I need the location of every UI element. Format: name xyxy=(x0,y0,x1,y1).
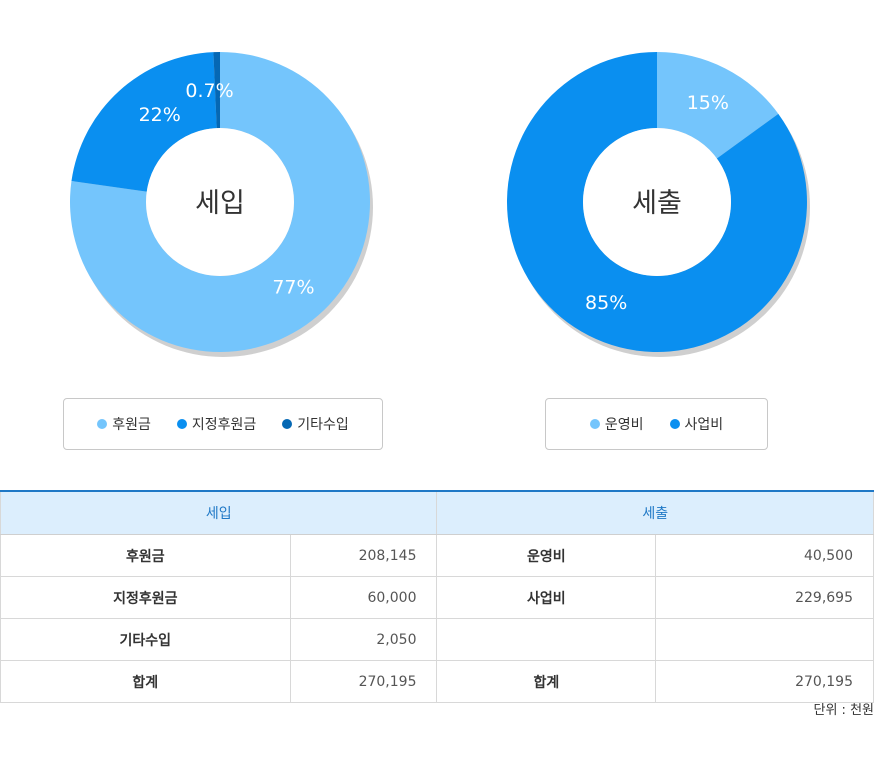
expense-total-value: 270,195 xyxy=(655,660,874,703)
expense-value: 40,500 xyxy=(655,534,874,577)
donut-slice xyxy=(657,52,779,159)
donut-hole xyxy=(146,128,294,276)
legend-item-designated-donation: 지정후원금 xyxy=(176,414,257,434)
donut-slice xyxy=(70,52,370,353)
budget-table: 세입 세출 후원금 208,145 운영비 40,500 지정후원금 60,00… xyxy=(0,490,874,703)
slice-label: 85% xyxy=(585,292,627,314)
legend-label: 운영비 xyxy=(604,417,644,433)
legend-label: 기타수입 xyxy=(297,417,349,433)
expense-label: 사업비 xyxy=(436,576,657,619)
income-header: 세입 xyxy=(0,490,438,535)
donut-slice xyxy=(213,52,220,129)
income-label: 기타수입 xyxy=(0,618,291,661)
income-legend: 후원금 지정후원금 기타수입 xyxy=(63,398,383,450)
donut-hole xyxy=(583,128,731,276)
expense-donut-chart: 15% 85% 세출 xyxy=(497,42,817,362)
legend-dot xyxy=(282,419,293,429)
unit-note: 단위 : 천원 xyxy=(813,703,874,718)
slice-label: 22% xyxy=(139,104,181,126)
income-value: 60,000 xyxy=(289,576,438,619)
income-label: 지정후원금 xyxy=(0,576,291,619)
legend-dot xyxy=(176,419,187,429)
income-total-label: 합계 xyxy=(0,660,291,703)
legend-item-other-income: 기타수입 xyxy=(282,414,349,434)
slice-label: 77% xyxy=(272,277,314,299)
table-row: 기타수입 2,050 xyxy=(0,618,874,661)
expense-donut-svg: 15% 85% 세출 xyxy=(507,52,810,357)
expense-total-label: 합계 xyxy=(436,660,657,703)
expense-value xyxy=(655,618,874,661)
donut-center-title: 세출 xyxy=(632,188,682,219)
income-value: 2,050 xyxy=(289,618,438,661)
table-row: 지정후원금 60,000 사업비 229,695 xyxy=(0,576,874,619)
legend-label: 사업비 xyxy=(684,417,724,433)
table-row: 후원금 208,145 운영비 40,500 xyxy=(0,534,874,577)
donut-slice xyxy=(507,52,807,353)
table-row-total: 합계 270,195 합계 270,195 xyxy=(0,660,874,703)
donut-center-title: 세입 xyxy=(195,188,245,219)
expense-legend: 운영비 사업비 xyxy=(545,398,768,450)
income-total-value: 270,195 xyxy=(289,660,438,703)
table-header-row: 세입 세출 xyxy=(0,490,874,535)
legend-dot xyxy=(669,419,680,429)
income-donut-svg: 77% 22%0.7% 세입 xyxy=(70,52,373,357)
slice-label: 0.7% xyxy=(185,80,233,102)
legend-item-donation: 후원금 xyxy=(97,414,151,434)
donut-slice xyxy=(71,52,217,192)
legend-item-operating-cost: 운영비 xyxy=(589,414,644,434)
legend-dot xyxy=(97,419,108,429)
legend-item-project-cost: 사업비 xyxy=(669,414,724,434)
legend-dot xyxy=(589,419,600,429)
legend-label: 지정후원금 xyxy=(191,417,257,433)
income-value: 208,145 xyxy=(289,534,438,577)
slice-label: 15% xyxy=(687,92,729,114)
expense-label xyxy=(436,618,657,661)
expense-header: 세출 xyxy=(436,490,874,535)
income-label: 후원금 xyxy=(0,534,291,577)
expense-label: 운영비 xyxy=(436,534,657,577)
legend-label: 후원금 xyxy=(112,417,151,433)
income-donut-chart: 77% 22% 0.7% 세입 xyxy=(60,42,380,362)
expense-value: 229,695 xyxy=(655,576,874,619)
